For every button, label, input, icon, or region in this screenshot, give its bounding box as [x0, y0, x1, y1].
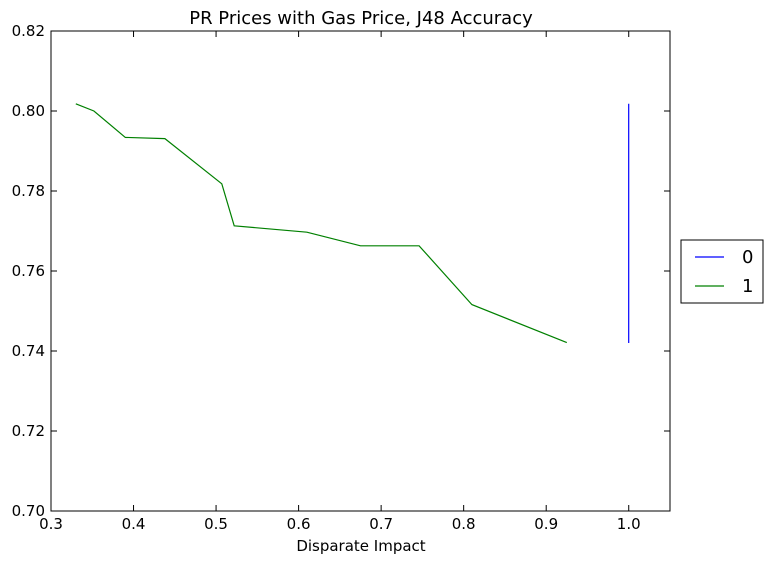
legend-label-1: 1 [742, 276, 753, 297]
x-tick-label: 1.0 [617, 515, 641, 533]
x-tick-label: 0.7 [369, 515, 393, 533]
x-tick-label: 0.6 [287, 515, 311, 533]
y-tick-label: 0.76 [12, 262, 45, 280]
series-layer [75, 103, 630, 344]
x-tick-label: 0.5 [204, 515, 228, 533]
legend: 01 [680, 239, 764, 304]
x-tick-label: 0.8 [452, 515, 476, 533]
ticks-layer: 0.3 0.4 0.5 0.6 0.7 0.8 0.9 1.0 0.70 0.72 0.74 0.76… [12, 22, 670, 533]
chart-title: PR Prices with Gas Price, J48 Accuracy [189, 8, 533, 29]
y-tick-label: 0.70 [12, 502, 45, 520]
legend-label-0: 0 [742, 247, 753, 268]
x-axis-label: Disparate Impact [296, 537, 425, 555]
y-tick-label: 0.72 [12, 422, 45, 440]
legend-box [680, 239, 764, 304]
x-tick-label: 0.4 [122, 515, 146, 533]
plot-frame [50, 30, 671, 512]
x-tick-label: 0.9 [534, 515, 558, 533]
y-tick-label: 0.80 [12, 102, 45, 120]
y-tick-label: 0.82 [12, 22, 45, 40]
series-line-1 [75, 103, 568, 344]
y-tick-label: 0.78 [12, 182, 45, 200]
y-tick-label: 0.74 [12, 342, 45, 360]
x-tick-label: 0.3 [39, 515, 63, 533]
